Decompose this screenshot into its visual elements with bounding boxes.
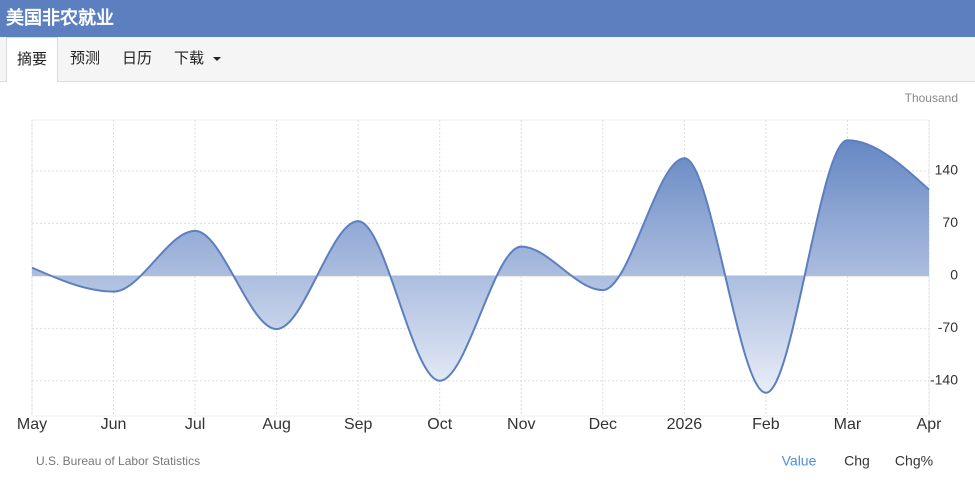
y-tick-label: -140 — [930, 371, 958, 387]
x-tick-label: Nov — [507, 416, 535, 433]
tab[interactable]: 日历 — [122, 50, 153, 67]
area — [32, 140, 929, 393]
x-tick-label: Jul — [185, 416, 205, 433]
x-tick-label: Jun — [101, 416, 127, 433]
tab[interactable]: 预测 — [70, 50, 101, 67]
x-tick-label: Sep — [344, 416, 373, 433]
x-tick-label: Mar — [834, 416, 862, 433]
toggle[interactable]: Value — [782, 453, 817, 469]
tab-label: 下载 — [174, 50, 205, 67]
toggle[interactable]: Chg% — [895, 453, 933, 469]
y-tick-label: 70 — [942, 214, 958, 230]
x-tick-label: May — [17, 416, 47, 433]
tab[interactable]: 下载 — [164, 37, 214, 82]
header-title: 美国非农就业 — [0, 0, 975, 37]
line — [31, 139, 930, 394]
toggle[interactable]: Chg — [844, 453, 870, 469]
x-tick-label: Oct — [427, 416, 452, 433]
tab-bar: 摘要 预测 日历 下载 — [0, 37, 975, 82]
x-tick-label: Dec — [589, 416, 617, 433]
caret — [213, 57, 221, 61]
source: U.S. Bureau of Labor Statistics — [36, 454, 200, 468]
y-tick-label: 0 — [950, 267, 958, 283]
x-tick-label: Feb — [752, 416, 780, 433]
y-tick-label: 140 — [935, 162, 959, 178]
x-tick-label: 2026 — [667, 416, 703, 433]
x-tick-label: Aug — [262, 416, 290, 433]
x-tick-label: Apr — [917, 416, 943, 433]
unit-label: Thousand — [905, 91, 958, 105]
chart: Thousand U.S. Bureau of Labor Statistics… — [17, 91, 959, 469]
y-tick-label: -70 — [938, 319, 958, 335]
tab[interactable]: 摘要 — [6, 37, 59, 82]
